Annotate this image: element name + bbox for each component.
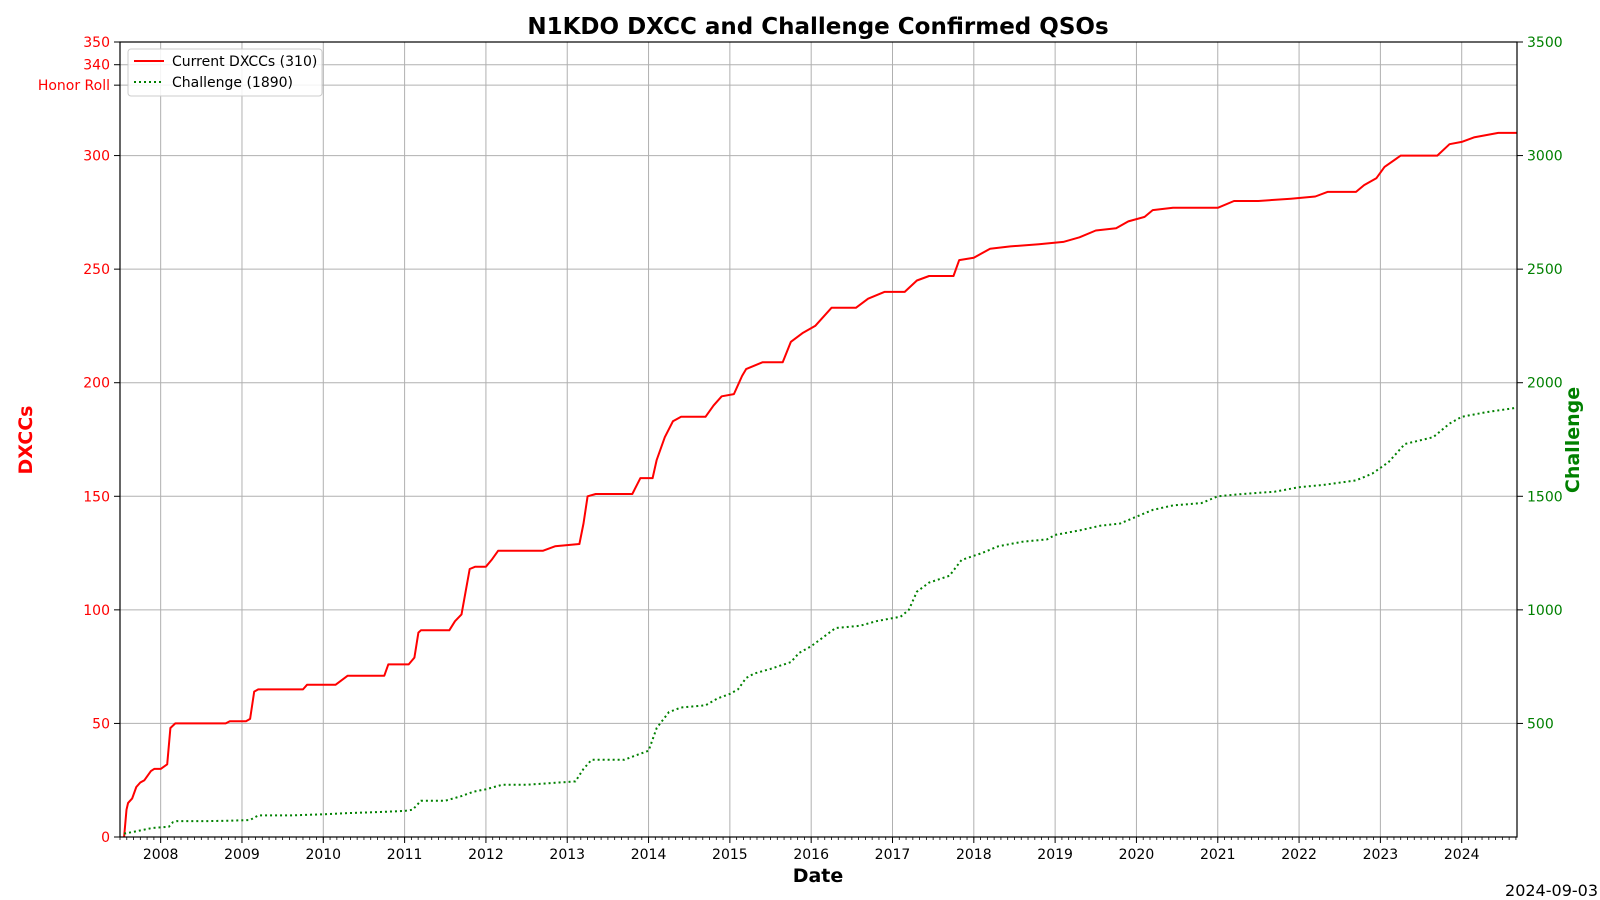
- grid: [120, 41, 1517, 838]
- y-right-tick-label: 500: [1527, 716, 1554, 732]
- axis-ticks: 2008 2009 2010 2011 2012 2013 2014 2015 2016 2017…: [38, 35, 1563, 863]
- x-tick-label: 2020: [1119, 847, 1155, 863]
- x-tick-label: 2023: [1363, 847, 1399, 863]
- legend-box: [127, 48, 323, 97]
- x-tick-label: 2009: [224, 847, 260, 863]
- y-right-tick-label: 2500: [1527, 262, 1563, 278]
- y-right-axis-label: Challenge: [1562, 387, 1584, 493]
- y-left-tick-label: 350: [83, 35, 110, 51]
- x-tick-label: 2015: [712, 847, 748, 863]
- series-line-challenge: [123, 406, 1518, 835]
- y-left-tick-label: 50: [92, 716, 110, 732]
- x-tick-label: 2017: [875, 847, 911, 863]
- x-tick-label: 2018: [956, 847, 992, 863]
- plot-lines: [123, 131, 1518, 838]
- y-left-tick-label: 250: [83, 262, 110, 278]
- y-left-tick-label: 0: [101, 830, 110, 846]
- x-tick-label: 2019: [1037, 847, 1073, 863]
- y-left-tick-label: 100: [83, 603, 110, 619]
- y-right-tick-label: 3500: [1527, 35, 1563, 51]
- legend-label-dxcc: Current DXCCs (310): [172, 54, 317, 70]
- plot-frame: [119, 41, 1518, 838]
- legend: Current DXCCs (310) Challenge (1890): [127, 48, 323, 97]
- x-tick-label: 2013: [549, 847, 585, 863]
- x-tick-label: 2012: [468, 847, 504, 863]
- x-tick-label: 2022: [1281, 847, 1317, 863]
- footer-date: 2024-09-03: [1505, 881, 1598, 900]
- y-right-tick-label: 1500: [1527, 489, 1563, 505]
- chart-title: N1KDO DXCC and Challenge Confirmed QSOs: [527, 14, 1108, 40]
- y-left-axis-label: DXCCs: [15, 406, 37, 475]
- x-tick-label: 2024: [1444, 847, 1480, 863]
- y-right-tick-label: 3000: [1527, 149, 1563, 165]
- x-tick-label: 2021: [1200, 847, 1236, 863]
- x-tick-label: 2014: [631, 847, 667, 863]
- y-right-tick-label: 1000: [1527, 603, 1563, 619]
- y-left-tick-label: 300: [83, 149, 110, 165]
- x-axis-label: Date: [793, 865, 844, 887]
- legend-label-challenge: Challenge (1890): [172, 75, 293, 91]
- series-line-dxcc: [123, 131, 1517, 838]
- y-right-tick-label: 2000: [1527, 376, 1563, 392]
- x-tick-label: 2011: [387, 847, 423, 863]
- y-left-tick-label: 150: [83, 489, 110, 505]
- y-left-tick-label: 200: [83, 376, 110, 392]
- x-tick-label: 2010: [305, 847, 341, 863]
- x-tick-label: 2016: [793, 847, 829, 863]
- honor-roll-label: Honor Roll: [38, 78, 110, 94]
- x-tick-label: 2008: [143, 847, 179, 863]
- y-left-tick-label: 340: [83, 58, 110, 74]
